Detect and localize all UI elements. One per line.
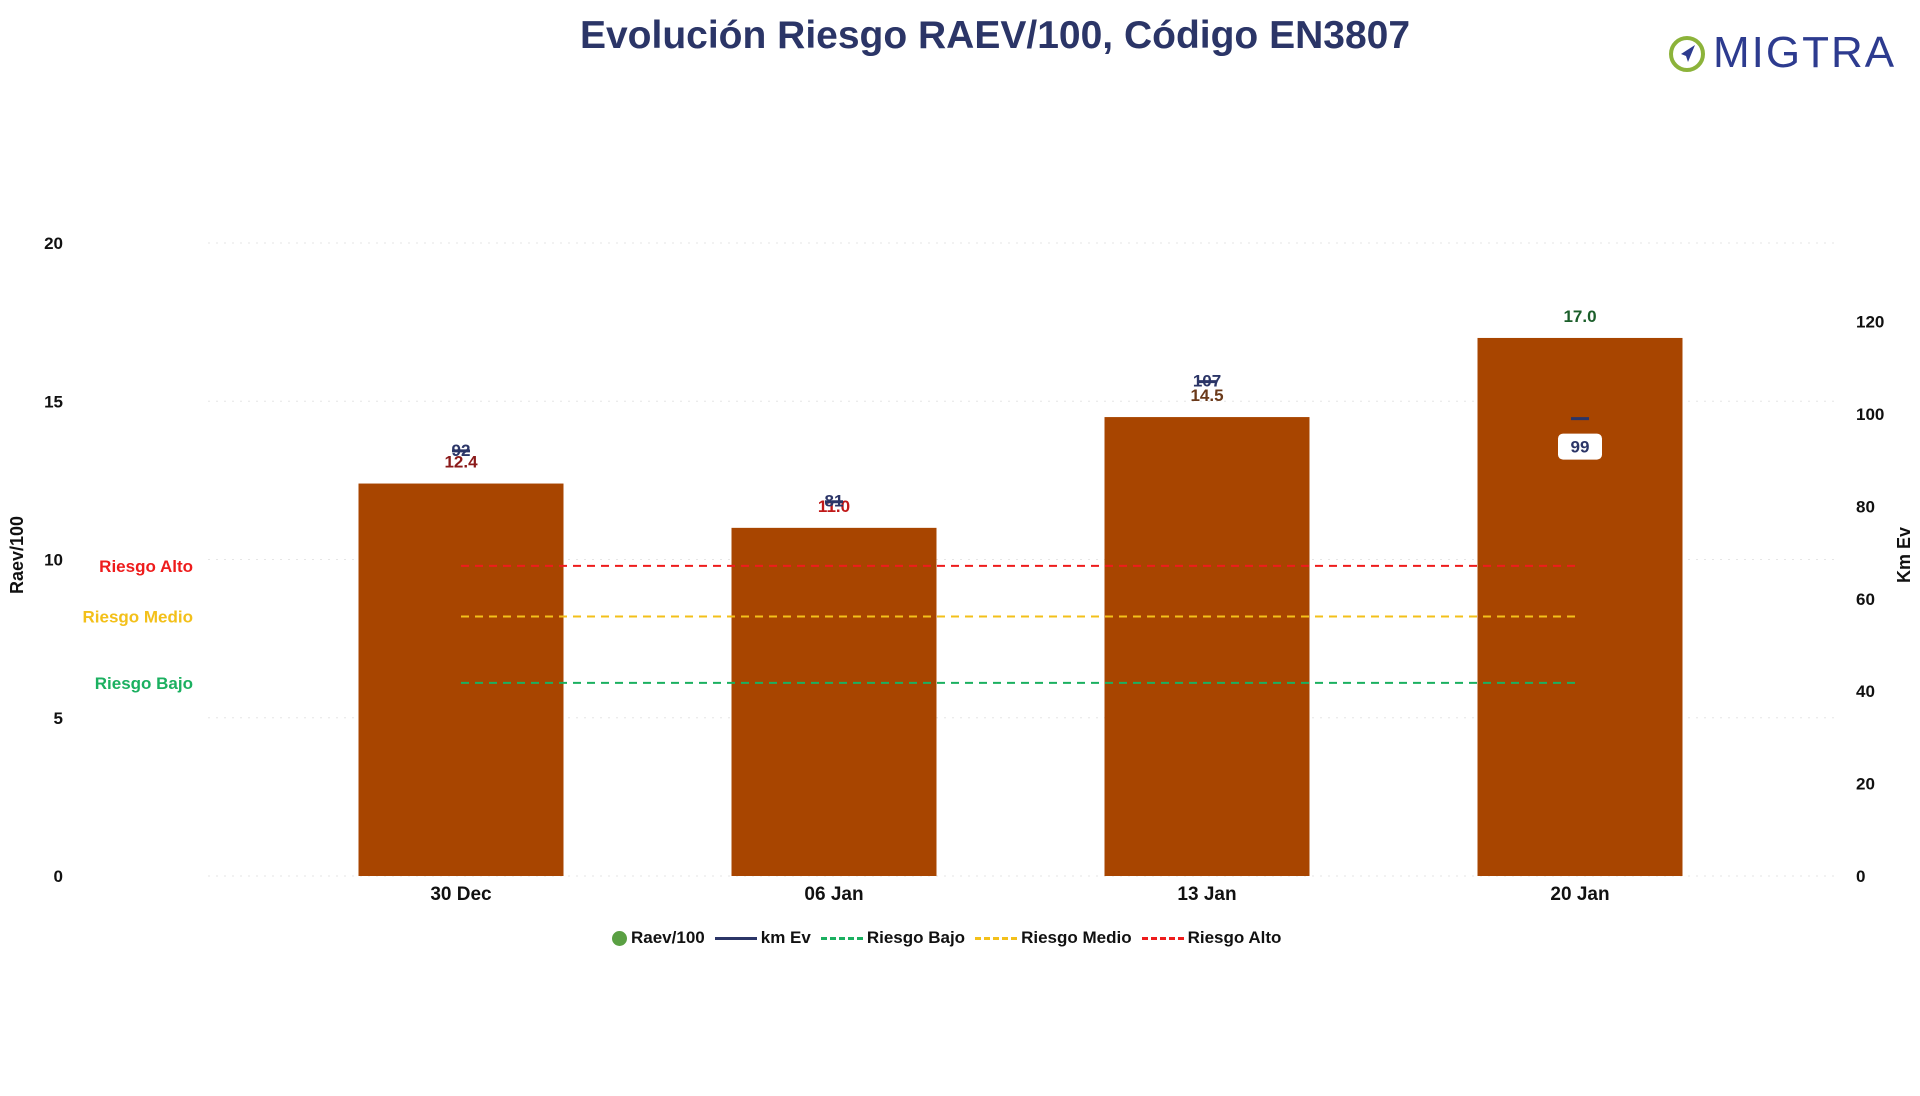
legend-line-icon: [1141, 936, 1184, 940]
bar: [731, 527, 937, 876]
y2-tick-label: 80: [1856, 497, 1875, 516]
y-tick-label: 0: [54, 867, 63, 886]
line-label-bg: [1558, 433, 1602, 460]
legend-line-icon: [714, 936, 757, 940]
y-tick-label: 10: [44, 551, 63, 570]
y-tick-label: 15: [44, 392, 63, 411]
legend-label: Raev/100: [631, 928, 705, 947]
line-value-label: 99: [1571, 438, 1590, 457]
y-axis-title: Raev/100: [7, 516, 27, 594]
line-value-label: 81: [825, 492, 844, 511]
y2-tick-label: 20: [1856, 775, 1875, 794]
x-tick-label: 30 Dec: [430, 884, 492, 905]
x-tick-label: 20 Jan: [1550, 884, 1609, 905]
legend-label: km Ev: [760, 928, 811, 947]
bar-value-label: 14.5: [1190, 386, 1223, 405]
x-tick-label: 13 Jan: [1177, 884, 1236, 905]
legend-item: Riesgo Medio: [975, 928, 1132, 948]
y-tick-label: 20: [44, 234, 63, 253]
bar: [358, 483, 564, 876]
legend-label: Riesgo Bajo: [866, 928, 966, 947]
threshold-label: Riesgo Bajo: [95, 674, 193, 693]
bar: [1104, 417, 1310, 876]
logo-compass-icon: [1669, 36, 1705, 72]
y2-tick-label: 0: [1856, 867, 1865, 886]
legend-line-icon: [975, 936, 1018, 940]
chart-title: Evolución Riesgo RAEV/100, Código EN3807: [579, 14, 1411, 57]
legend-item: Riesgo Alto: [1141, 928, 1282, 948]
x-tick-label: 06 Jan: [804, 884, 863, 905]
legend-line-icon: [820, 936, 863, 940]
y-tick-label: 5: [54, 709, 63, 728]
threshold-label: Riesgo Medio: [82, 607, 193, 626]
y2-tick-label: 120: [1856, 313, 1884, 332]
legend-item: Riesgo Bajo: [820, 928, 966, 948]
line-value-label: 92: [452, 441, 471, 460]
legend-label: Riesgo Alto: [1187, 928, 1282, 947]
legend-item: Raev/100: [612, 928, 705, 948]
migtra-logo: MIGTRA: [1665, 30, 1905, 76]
legend: Raev/100 km Ev Riesgo Bajo Riesgo Medio Ries…: [612, 928, 1285, 948]
bar: [1477, 337, 1683, 876]
bar-value-label: 12.4: [444, 453, 478, 472]
y2-tick-label: 100: [1856, 405, 1884, 424]
legend-label: Riesgo Medio: [1021, 928, 1132, 947]
y2-tick-label: 40: [1856, 682, 1875, 701]
line-value-label: 107: [1193, 372, 1221, 391]
legend-item: km Ev: [714, 928, 811, 948]
legend-dot-icon: [612, 930, 627, 946]
bar-value-label: 17.0: [1563, 307, 1596, 326]
logo-text: MIGTRA: [1713, 28, 1897, 77]
y2-tick-label: 60: [1856, 590, 1875, 609]
y2-axis-title: Km Ev: [1894, 527, 1914, 583]
threshold-label: Riesgo Alto: [99, 557, 193, 576]
